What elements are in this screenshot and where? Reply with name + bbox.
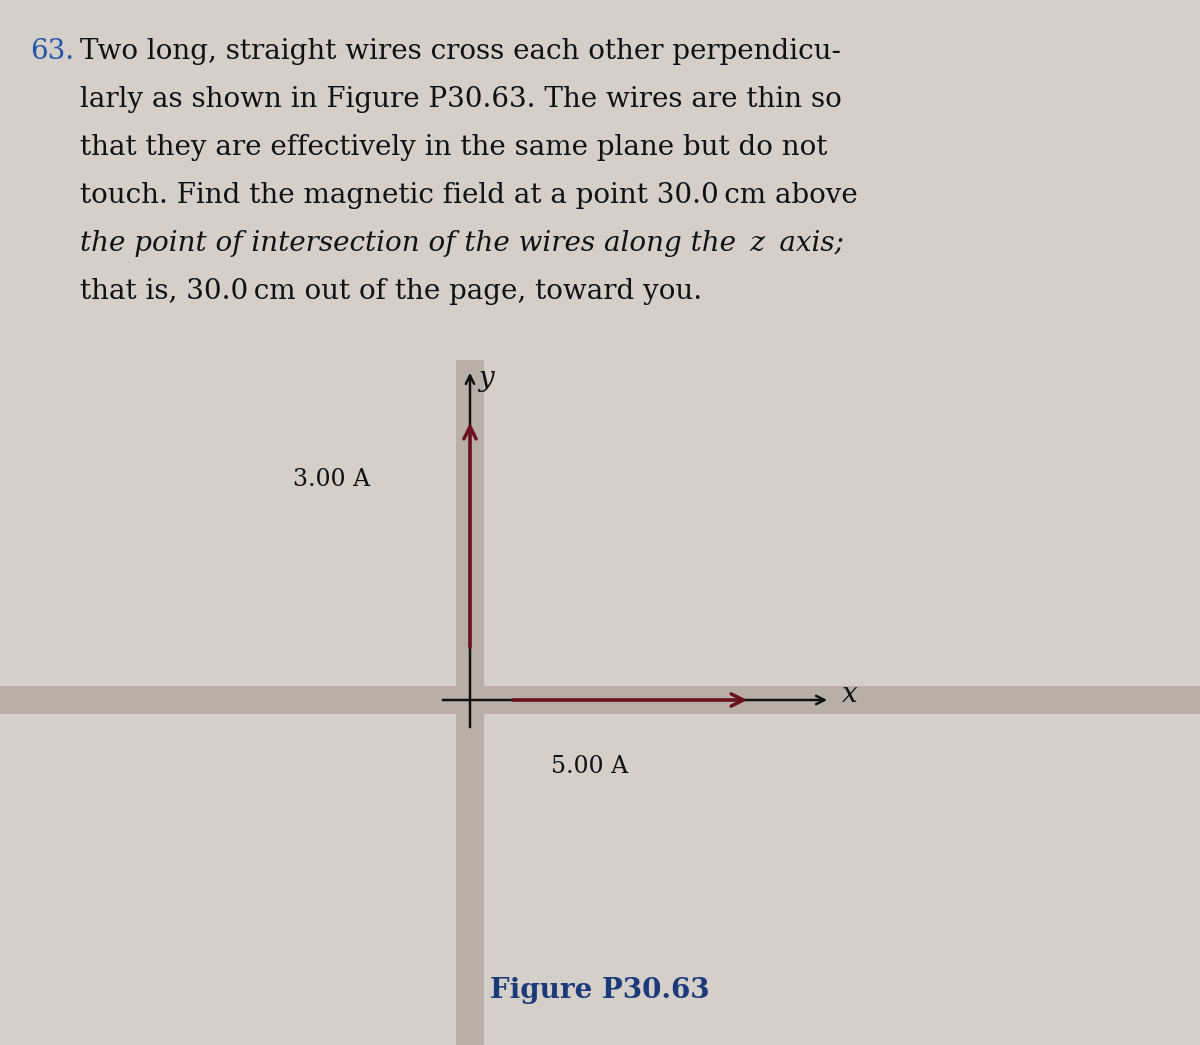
Text: 3.00 A: 3.00 A <box>293 468 370 491</box>
Text: that is, 30.0 cm out of the page, toward you.: that is, 30.0 cm out of the page, toward… <box>80 278 702 305</box>
Text: Figure P30.63: Figure P30.63 <box>490 976 710 1003</box>
Text: that they are effectively in the same plane but do not: that they are effectively in the same pl… <box>80 134 827 161</box>
Text: x: x <box>842 681 858 709</box>
Text: 63.: 63. <box>30 38 74 65</box>
Text: 5.00 A: 5.00 A <box>552 754 629 777</box>
Text: Two long, straight wires cross each other perpendicu-: Two long, straight wires cross each othe… <box>80 38 841 65</box>
Text: the point of intersection of the wires along the  z  axis;: the point of intersection of the wires a… <box>80 230 844 257</box>
Text: larly as shown in Figure P30.63. The wires are thin so: larly as shown in Figure P30.63. The wir… <box>80 86 841 113</box>
Text: touch. Find the magnetic field at a point 30.0 cm above: touch. Find the magnetic field at a poin… <box>80 182 858 209</box>
Text: y: y <box>478 365 493 392</box>
